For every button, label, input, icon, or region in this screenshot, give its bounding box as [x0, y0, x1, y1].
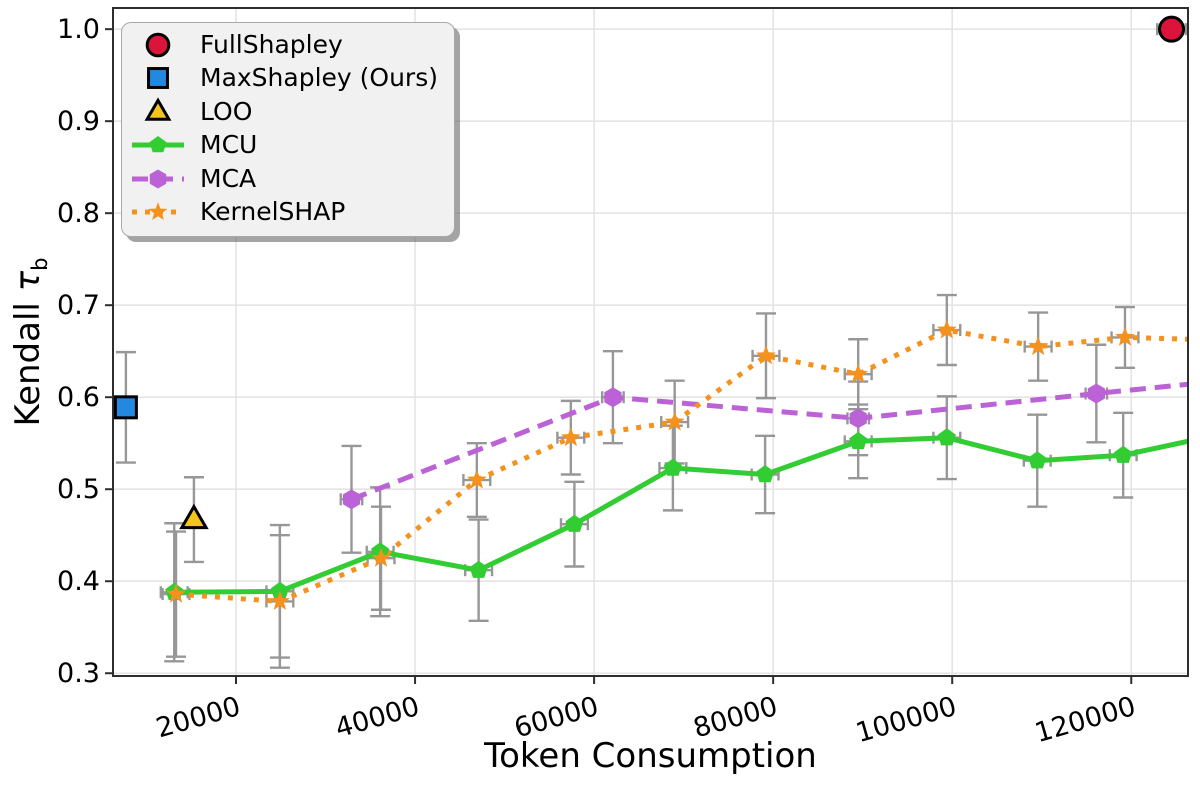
mca-marker [849, 408, 867, 429]
tick-marks [105, 28, 1133, 684]
legend-row: KernelSHAP [130, 196, 438, 230]
x-axis-label: Token Consumption [484, 736, 817, 776]
y-tick-label: 0.8 [57, 198, 100, 229]
legend-row: MaxShapley (Ours) [130, 62, 438, 96]
square-marker [113, 395, 138, 420]
legend-label: MCA [200, 163, 257, 193]
legend-row: FullShapley [130, 28, 438, 62]
y-axis-label: Kendall τb [8, 257, 52, 426]
mcu-marker [663, 458, 682, 476]
fullshapley-point [1158, 15, 1186, 43]
legend-swatch-circle-icon [145, 32, 171, 58]
kernelshap-marker [936, 319, 957, 339]
legend: FullShapley MaxShapley (Ours) LOO MCU MCA Ker… [121, 22, 455, 237]
kernelshap-marker [269, 591, 290, 610]
kernelshap-marker [560, 427, 581, 447]
kernelshap-marker [466, 469, 487, 489]
kernelshap-marker [166, 583, 186, 603]
maxshapley-ours--point [113, 395, 138, 420]
kernelshap-markers [166, 319, 1135, 610]
mcu-marker [469, 560, 488, 578]
triangle-marker [179, 503, 209, 530]
y-tick-label: 0.7 [57, 290, 100, 321]
kernelshap-marker [848, 363, 869, 383]
legend-swatch-star-icon [132, 202, 184, 221]
legend-marker-hexagon-icon [149, 169, 167, 189]
gridlines [113, 8, 1188, 676]
mcu-marker [565, 514, 584, 532]
y-tick-label: 0.5 [57, 474, 100, 505]
mcu-marker [937, 428, 956, 446]
kernelshap-marker [1115, 326, 1135, 346]
legend-label: KernelSHAP [200, 197, 346, 227]
legend-marker-star-icon [148, 202, 168, 221]
legend-row: MCA [130, 162, 438, 196]
legend-marker-triangle-icon [144, 97, 172, 121]
kernelshap-marker [756, 345, 776, 365]
y-tick-label: 0.9 [57, 106, 100, 137]
mcu-marker [1028, 451, 1047, 469]
mcu-marker [849, 431, 868, 450]
mca-marker [604, 387, 622, 408]
legend-swatch-hexagon-icon [132, 169, 184, 189]
legend-marker-circle-icon [145, 32, 171, 58]
legend-swatch-pentagon-icon [132, 136, 184, 153]
legend-label: MCU [200, 130, 258, 160]
mcu-line [174, 435, 1189, 595]
circle-marker [1158, 15, 1186, 43]
legend-row: MCU [130, 129, 438, 163]
kernelshap-marker [371, 547, 391, 567]
legend-marker-pentagon-icon [149, 136, 167, 153]
y-tick-label: 1.0 [57, 14, 100, 45]
mca-marker [1087, 383, 1105, 404]
kernelshap-marker [1028, 336, 1049, 356]
legend-label: LOO [200, 96, 253, 126]
kernelshap-line [175, 327, 1188, 605]
y-axis-label-symbol: τ [8, 270, 49, 292]
legend-swatch-square-icon [147, 67, 169, 90]
legend-label: MaxShapley (Ours) [200, 63, 438, 93]
mca-marker [342, 489, 361, 510]
mcu-marker [270, 581, 289, 599]
y-axis-label-text: Kendall [8, 291, 49, 427]
y-tick-label: 0.3 [57, 658, 100, 689]
legend-row: LOO [130, 95, 438, 129]
kernelshap-marker [664, 411, 685, 431]
legend-marker-square-icon [147, 67, 169, 90]
mca-markers [342, 383, 1105, 510]
legend-label: FullShapley [200, 29, 343, 59]
loo-point [179, 503, 209, 530]
y-tick-label: 0.6 [57, 382, 100, 413]
y-tick-label: 0.4 [57, 566, 100, 597]
plot-border [112, 7, 1189, 677]
mcu-marker [1114, 445, 1133, 463]
mcu-marker [756, 465, 775, 483]
legend-swatch-triangle-icon [144, 97, 172, 121]
y-axis-label-subscript: b [26, 257, 52, 271]
